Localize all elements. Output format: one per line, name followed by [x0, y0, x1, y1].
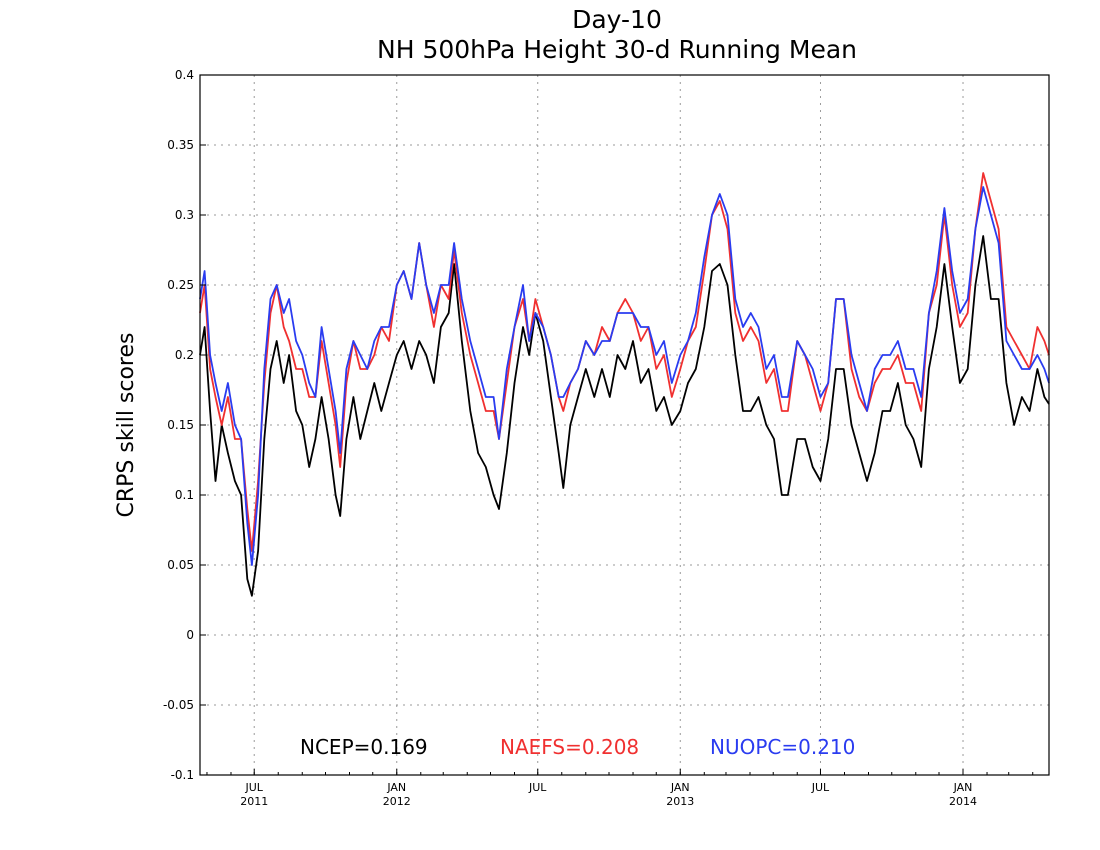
x-tick-label-month: JUL — [811, 781, 830, 794]
series-lines — [199, 172, 1050, 597]
x-tick-label-year: 2014 — [949, 795, 977, 808]
y-tick-label: 0.2 — [175, 348, 194, 362]
x-tick-label-month: JUL — [245, 781, 264, 794]
x-tick-label-month: JUL — [528, 781, 547, 794]
series-line-nuopc — [199, 186, 1050, 566]
y-tick-label: -0.1 — [171, 768, 194, 782]
chart-title-line-2: NH 500hPa Height 30-d Running Mean — [377, 35, 857, 64]
x-tick-label-year: 2012 — [383, 795, 411, 808]
legend: NCEP=0.169 NAEFS=0.208 NUOPC=0.210 — [300, 735, 855, 759]
x-tick-label-month: JAN — [670, 781, 690, 794]
y-tick-label: 0.1 — [175, 488, 194, 502]
legend-entry-naefs: NAEFS=0.208 — [500, 735, 639, 759]
y-tick-label: 0.3 — [175, 208, 194, 222]
y-axis-label: CRPS skill scores — [114, 333, 139, 518]
x-tick-label-month: JAN — [953, 781, 973, 794]
x-tick-label-year: 2013 — [666, 795, 694, 808]
y-tick-label: 0.05 — [167, 558, 194, 572]
x-tick-label-year: 2011 — [240, 795, 268, 808]
y-tick-label: 0.35 — [167, 138, 194, 152]
y-axis-ticks: 0.4 0.35 0.3 0.25 0.2 0.15 0.1 0.05 0 -0.05 -0.1 — [163, 68, 206, 782]
legend-entry-ncep: NCEP=0.169 — [300, 735, 428, 759]
y-tick-label: 0.15 — [167, 418, 194, 432]
y-tick-label: -0.05 — [163, 698, 194, 712]
chart-title-line-1: Day-10 — [572, 5, 662, 34]
y-tick-label: 0.4 — [175, 68, 194, 82]
y-tick-label: 0 — [186, 628, 194, 642]
legend-entry-nuopc: NUOPC=0.210 — [710, 735, 855, 759]
y-tick-label: 0.25 — [167, 278, 194, 292]
series-line-ncep — [199, 235, 1050, 597]
x-tick-label-month: JAN — [386, 781, 406, 794]
grid — [200, 75, 1049, 775]
